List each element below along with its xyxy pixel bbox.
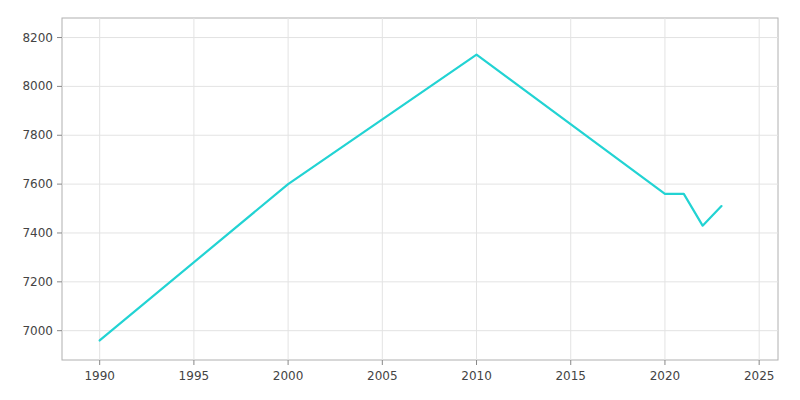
y-tick (57, 184, 62, 185)
x-grid-line (288, 18, 289, 360)
line (100, 55, 722, 341)
y-grid-line (62, 330, 778, 331)
plot-frame (62, 18, 778, 360)
x-tick-label: 2020 (650, 369, 681, 383)
y-tick-label: 8200 (22, 31, 53, 45)
x-grid-line (382, 18, 383, 360)
x-tick (570, 360, 571, 365)
y-tick-label: 7400 (22, 226, 53, 240)
x-grid-line (99, 18, 100, 360)
y-grid-line (62, 135, 778, 136)
x-tick (193, 360, 194, 365)
x-tick (288, 360, 289, 365)
x-grid-line (193, 18, 194, 360)
y-tick (57, 330, 62, 331)
x-tick (382, 360, 383, 365)
y-tick (57, 86, 62, 87)
chart: 1990 1995 2000 2005 2010 2015 2020 2025 7000 7200… (0, 0, 800, 400)
y-tick (57, 232, 62, 233)
y-tick-label: 7000 (22, 324, 53, 338)
y-grid-line (62, 86, 778, 87)
x-grid-line (570, 18, 571, 360)
y-grid-line (62, 184, 778, 185)
x-tick-label: 2010 (461, 369, 492, 383)
x-grid-line (664, 18, 665, 360)
y-tick (57, 135, 62, 136)
x-tick (759, 360, 760, 365)
x-tick-label: 2025 (744, 369, 775, 383)
y-tick-label: 7200 (22, 275, 53, 289)
x-tick (664, 360, 665, 365)
y-tick (57, 37, 62, 38)
x-grid-line (759, 18, 760, 360)
y-tick (57, 281, 62, 282)
x-tick-label: 2015 (555, 369, 586, 383)
x-tick-label: 1995 (179, 369, 210, 383)
x-tick-label: 2000 (273, 369, 304, 383)
grid (62, 18, 778, 360)
x-tick-label: 1990 (84, 369, 115, 383)
chart-container: 1990 1995 2000 2005 2010 2015 2020 2025 7000 7200… (0, 0, 800, 400)
x-grid-line (476, 18, 477, 360)
marks (100, 55, 722, 341)
x-tick (99, 360, 100, 365)
y-tick-label: 7600 (22, 177, 53, 191)
x-tick-label: 2005 (367, 369, 398, 383)
axes: 1990 1995 2000 2005 2010 2015 2020 2025 7000 7200… (22, 31, 774, 383)
x-tick (476, 360, 477, 365)
y-tick-label: 7800 (22, 128, 53, 142)
y-tick-label: 8000 (22, 79, 53, 93)
y-grid-line (62, 232, 778, 233)
y-grid-line (62, 37, 778, 38)
